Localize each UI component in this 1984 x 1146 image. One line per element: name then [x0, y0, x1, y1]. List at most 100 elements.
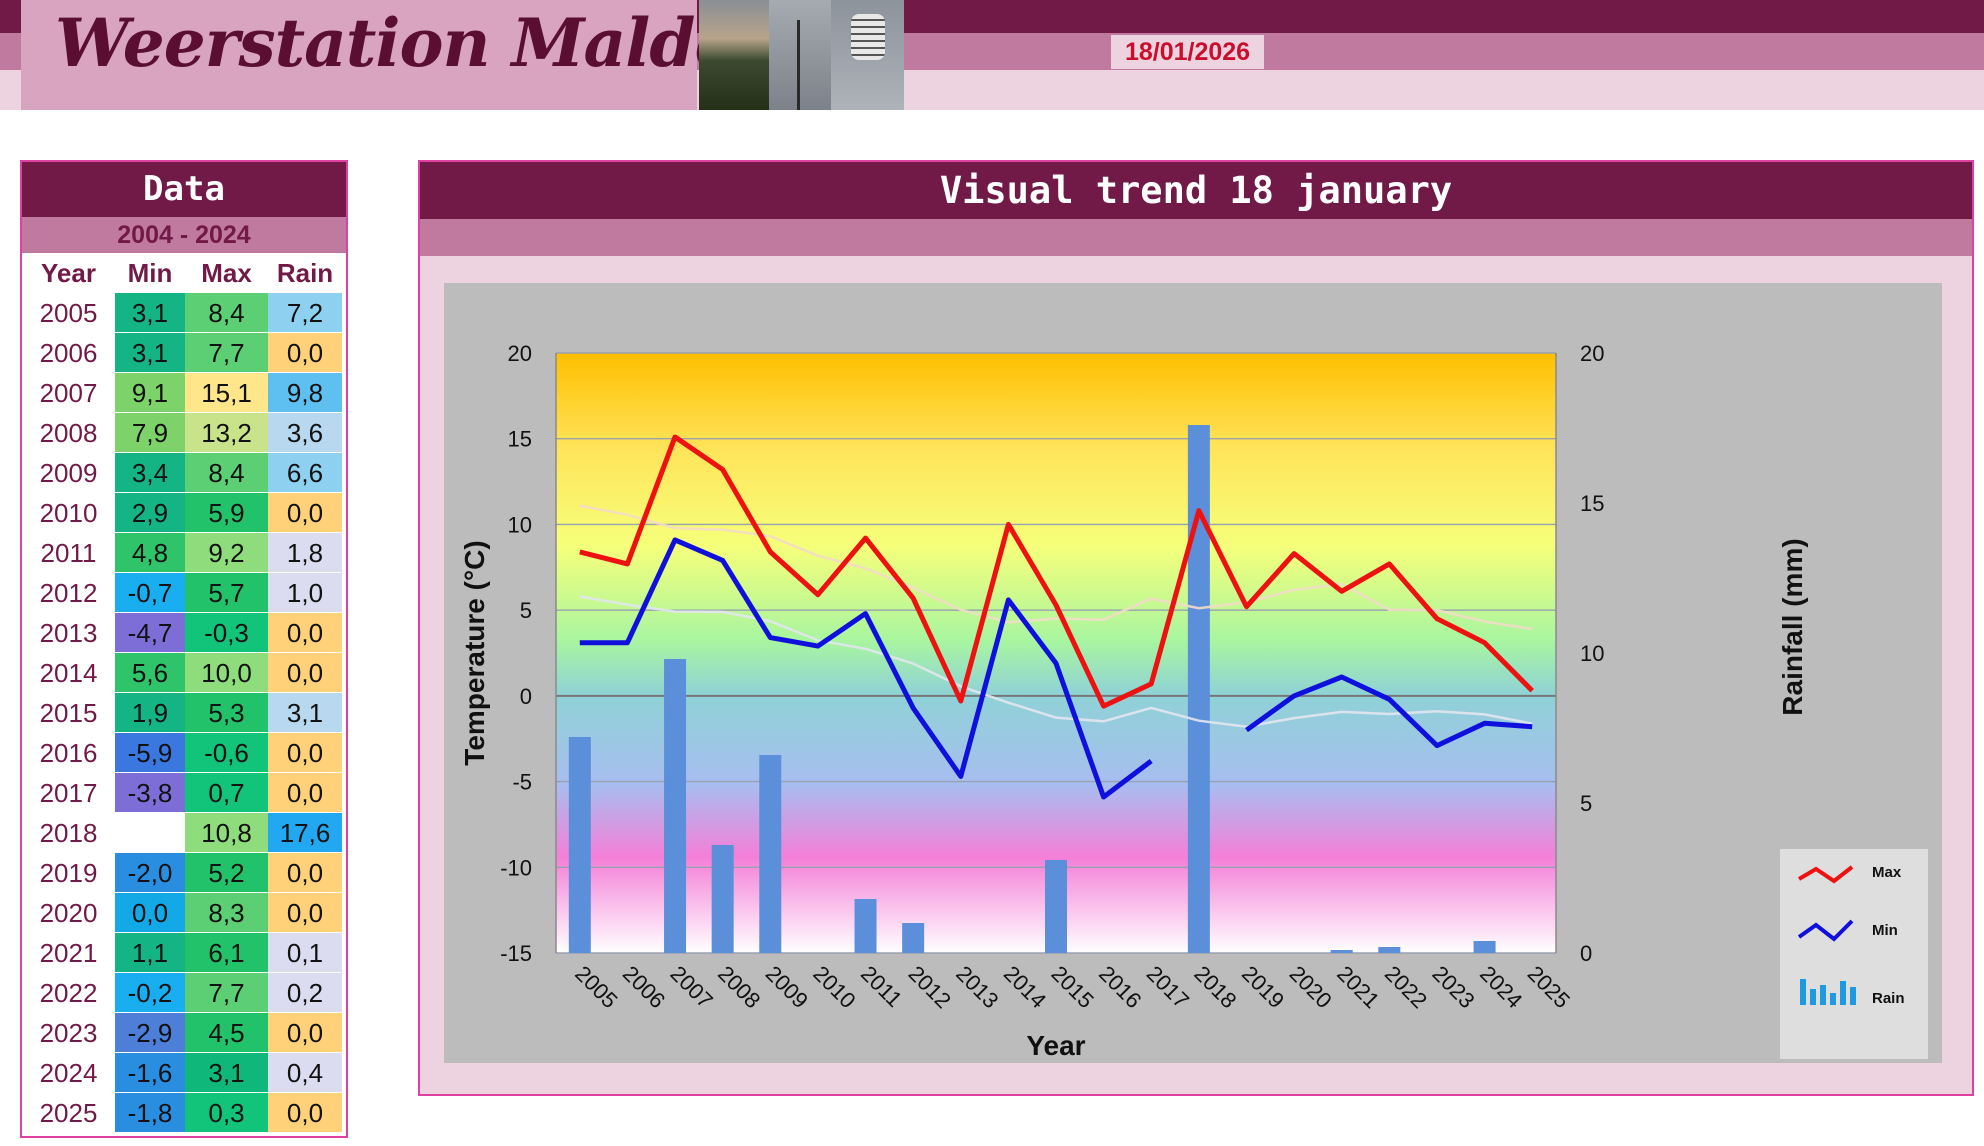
x-tick-label: 2021 [1332, 961, 1384, 1013]
year-cell: 2023 [22, 1013, 115, 1053]
y2-axis-title: Rainfall (mm) [1777, 538, 1808, 715]
rain-cell: 0,0 [268, 773, 342, 813]
rain-bar [759, 755, 782, 953]
rain-cell: 0,0 [268, 1013, 342, 1053]
legend-rain-label: Rain [1872, 990, 1905, 1007]
legend-rain-icon-bar [1840, 981, 1846, 1005]
table-row: 2014 5,6 10,0 0,0 [22, 653, 346, 693]
y2-tick-label: 5 [1580, 791, 1592, 816]
year-cell: 2018 [22, 813, 115, 853]
y-tick-label: 20 [508, 341, 532, 366]
radiation-shield-photo [831, 0, 904, 110]
year-cell: 2020 [22, 893, 115, 933]
max-cell: 8,3 [185, 893, 268, 933]
max-cell: 5,2 [185, 853, 268, 893]
rain-cell: 0,0 [268, 653, 342, 693]
rain-cell: 3,6 [268, 413, 342, 453]
rain-bar [1330, 950, 1353, 953]
data-table-body: 2005 3,1 8,4 7,2 2006 3,1 7,7 0,0 2007 9,1 15,1 9,8… [22, 293, 346, 1133]
rain-bar [1473, 941, 1496, 953]
x-tick-label: 2013 [951, 961, 1003, 1013]
y2-tick-label: 10 [1580, 641, 1604, 666]
x-tick-label: 2019 [1237, 961, 1289, 1013]
min-cell: 7,9 [115, 413, 185, 453]
x-tick-label: 2007 [666, 961, 718, 1013]
min-cell: 2,9 [115, 493, 185, 533]
table-row: 2017 -3,8 0,7 0,0 [22, 773, 346, 813]
data-table-header: Year Min Max Rain [22, 253, 346, 293]
chart-panel-title: Visual trend 18 january [420, 162, 1972, 219]
rain-cell: 1,0 [268, 573, 342, 613]
max-cell: 8,4 [185, 293, 268, 333]
max-cell: 5,9 [185, 493, 268, 533]
min-cell: 1,9 [115, 693, 185, 733]
legend-rain-icon-bar [1830, 993, 1836, 1005]
x-tick-label: 2009 [761, 961, 813, 1013]
table-row: 2020 0,0 8,3 0,0 [22, 893, 346, 933]
rain-bar [568, 737, 591, 953]
x-tick-label: 2012 [904, 961, 956, 1013]
min-cell: -3,8 [115, 773, 185, 813]
min-series-line [579, 537, 1533, 800]
x-tick-label: 2023 [1427, 961, 1479, 1013]
y2-tick-label: 15 [1580, 491, 1604, 516]
min-cell: -1,8 [115, 1093, 185, 1133]
max-cell: 6,1 [185, 933, 268, 973]
rain-bar [711, 845, 734, 953]
column-header-min: Min [115, 253, 185, 293]
min-cell: 3,1 [115, 333, 185, 373]
year-cell: 2015 [22, 693, 115, 733]
legend-min-icon [1797, 919, 1854, 942]
year-cell: 2009 [22, 453, 115, 493]
x-tick-label: 2024 [1475, 961, 1527, 1013]
year-cell: 2014 [22, 653, 115, 693]
min-cell: 3,4 [115, 453, 185, 493]
rain-cell: 1,8 [268, 533, 342, 573]
max-cell: 10,8 [185, 813, 268, 853]
x-tick-label: 2022 [1380, 961, 1432, 1013]
rain-cell: 6,6 [268, 453, 342, 493]
min-cell: 9,1 [115, 373, 185, 413]
x-tick-label: 2014 [999, 961, 1051, 1013]
year-cell: 2005 [22, 293, 115, 333]
min-cell: -1,6 [115, 1053, 185, 1093]
max-cell: 5,3 [185, 693, 268, 733]
column-header-year: Year [22, 253, 115, 293]
legend-rain-icon-bar [1820, 985, 1826, 1005]
trend-chart: -15-10-505101520051015202005200620072008… [459, 341, 1928, 1061]
table-row: 2018 10,8 17,6 [22, 813, 346, 853]
station-photos [699, 0, 904, 110]
max-cell: 15,1 [185, 373, 268, 413]
x-tick-label: 2016 [1094, 961, 1146, 1013]
y2-tick-label: 20 [1580, 341, 1604, 366]
x-tick-label: 2006 [618, 961, 670, 1013]
max-cell: 7,7 [185, 333, 268, 373]
rain-cell: 0,0 [268, 333, 342, 373]
year-cell: 2012 [22, 573, 115, 613]
max-cell: 4,5 [185, 1013, 268, 1053]
min-cell: 0,0 [115, 893, 185, 933]
max-cell: 13,2 [185, 413, 268, 453]
table-row: 2011 4,8 9,2 1,8 [22, 533, 346, 573]
table-row: 2010 2,9 5,9 0,0 [22, 493, 346, 533]
rain-bar [854, 899, 877, 953]
legend-max-label: Max [1872, 864, 1902, 881]
year-cell: 2017 [22, 773, 115, 813]
x-axis-title: Year [1026, 1030, 1085, 1061]
year-cell: 2008 [22, 413, 115, 453]
x-tick-label: 2018 [1189, 961, 1241, 1013]
min-cell: -2,0 [115, 853, 185, 893]
chart-panel-subband [420, 219, 1972, 256]
landscape-photo [699, 0, 769, 110]
y-axis-title: Temperature (°C) [459, 540, 490, 765]
rain-bar [902, 923, 925, 953]
year-cell: 2022 [22, 973, 115, 1013]
rain-cell: 0,4 [268, 1053, 342, 1093]
min-cell: 4,8 [115, 533, 185, 573]
rain-cell: 0,2 [268, 973, 342, 1013]
data-table-period: 2004 - 2024 [22, 217, 346, 253]
rain-cell: 0,1 [268, 933, 342, 973]
table-row: 2024 -1,6 3,1 0,4 [22, 1053, 346, 1093]
rain-cell: 9,8 [268, 373, 342, 413]
year-cell: 2016 [22, 733, 115, 773]
